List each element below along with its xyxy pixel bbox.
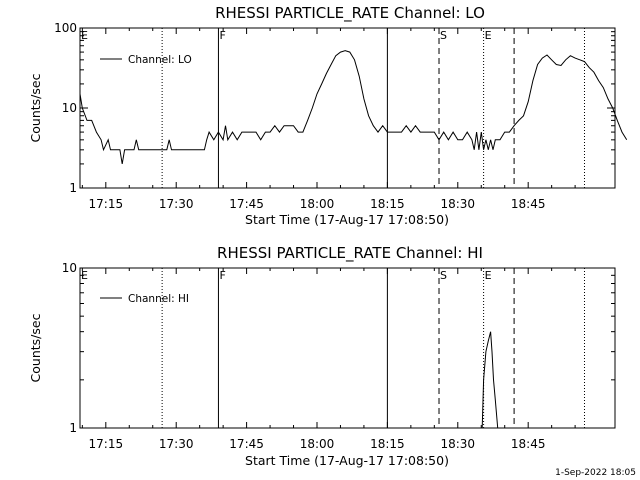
y-axis-label-lo: Counts/sec [28, 73, 43, 142]
x-tick-label-lo-2: 17:45 [229, 197, 264, 211]
x-axis-label-hi: Start Time (17-Aug-17 17:08:50) [245, 453, 449, 468]
y-tick-label-hi-1: 10 [62, 261, 77, 275]
x-tick-label-hi-4: 18:15 [370, 437, 405, 451]
series-lo [79, 50, 628, 164]
y-tick-label-hi-0: 1 [69, 421, 77, 435]
axis-ticks-lo: 17:15 17:30 17:45 18:00 18:15 18:30 18:45 1 10 10… [54, 21, 615, 211]
event-marker-label-lo-5: E [485, 29, 492, 42]
x-tick-label-hi-2: 17:45 [229, 437, 264, 451]
x-tick-label-lo-4: 18:15 [370, 197, 405, 211]
axis-ticks-hi: 17:15 17:30 17:45 18:00 18:15 18:30 18:45 1 10 [62, 261, 615, 451]
x-tick-label-hi-0: 17:15 [89, 437, 124, 451]
series-line-hi-0 [481, 331, 499, 429]
event-marker-label-lo-0: E [81, 29, 88, 42]
x-tick-label-lo-6: 18:45 [511, 197, 546, 211]
x-tick-label-hi-5: 18:30 [440, 437, 475, 451]
y-axis-label-hi: Counts/sec [28, 313, 43, 382]
event-marker-label-lo-2: F [219, 29, 225, 42]
event-marker-label-hi-2: F [219, 269, 225, 282]
x-tick-label-hi-3: 18:00 [300, 437, 335, 451]
plot-frame-hi [79, 267, 616, 429]
x-tick-label-hi-6: 18:45 [511, 437, 546, 451]
legend-label-lo: Channel: LO [128, 54, 192, 66]
x-tick-label-lo-3: 18:00 [300, 197, 335, 211]
panel-hi-channel: RHESSI PARTICLE_RATE Channel: HI Counts/… [28, 244, 616, 468]
series-hi [481, 331, 499, 429]
chart-title-lo: RHESSI PARTICLE_RATE Channel: LO [215, 4, 485, 23]
x-axis-label-lo: Start Time (17-Aug-17 17:08:50) [245, 212, 449, 227]
event-marker-label-lo-4: S [440, 29, 447, 42]
chart-title-hi: RHESSI PARTICLE_RATE Channel: HI [217, 244, 483, 263]
event-marker-label-hi-4: S [440, 269, 447, 282]
x-tick-label-hi-1: 17:30 [159, 437, 194, 451]
x-tick-label-lo-1: 17:30 [159, 197, 194, 211]
y-tick-label-lo-0: 1 [69, 181, 77, 195]
event-marker-label-hi-5: E [485, 269, 492, 282]
plot-frame-lo [79, 27, 616, 189]
y-tick-label-lo-1: 10 [62, 101, 77, 115]
series-line-lo-0 [79, 50, 628, 164]
x-tick-label-lo-0: 17:15 [89, 197, 124, 211]
event-marker-label-hi-0: E [81, 269, 88, 282]
legend-label-hi: Channel: HI [128, 293, 189, 305]
x-tick-label-lo-5: 18:30 [440, 197, 475, 211]
panel-lo-channel: RHESSI PARTICLE_RATE Channel: LO Counts/… [28, 4, 628, 227]
footer-timestamp: 1-Sep-2022 18:05 [555, 468, 636, 478]
y-tick-label-lo-2: 100 [54, 21, 77, 35]
